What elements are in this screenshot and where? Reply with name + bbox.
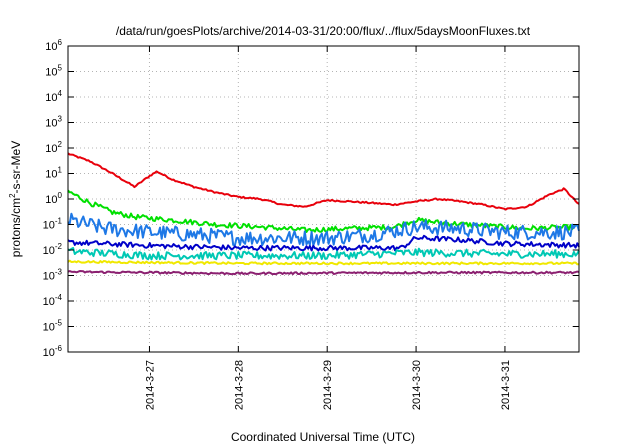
x-axis-label: Coordinated Universal Time (UTC)	[231, 430, 415, 444]
y-tick-label: 10-6	[43, 344, 63, 359]
series-line-4	[67, 234, 580, 252]
y-tick-label: 10-3	[43, 268, 63, 283]
series-line-1	[67, 152, 580, 211]
y-tick-label: 106	[45, 38, 62, 53]
series-line-6	[67, 259, 580, 266]
series-line-2	[67, 189, 580, 233]
x-tick-label: 2014-3-29	[322, 360, 334, 410]
x-tick-label: 2014-3-30	[411, 360, 423, 410]
y-axis-label-sup: 2	[8, 193, 17, 198]
series-line-3	[67, 212, 580, 247]
y-tick-label: 105	[45, 64, 62, 79]
y-tick-label: 100	[45, 191, 62, 206]
y-tick-label: 10-1	[43, 217, 63, 232]
x-tick-label: 2014-3-27	[144, 360, 156, 410]
y-tick-label: 104	[45, 89, 62, 104]
y-tick-label: 10-4	[43, 293, 63, 308]
y-axis-label: protons/cm2-s-sr-MeV	[8, 141, 23, 257]
x-tick-label: 2014-3-28	[233, 360, 245, 410]
y-axis-label-prefix: protons/cm	[9, 198, 23, 257]
x-tick-label: 2014-3-31	[500, 360, 512, 410]
grid	[68, 46, 579, 352]
y-axis-label-suffix: -s-sr-MeV	[9, 141, 23, 194]
x-axis-ticks: 2014-3-27 2014-3-28 2014-3-29 2014-3-30 2014…	[144, 46, 512, 410]
y-tick-label: 10-5	[43, 319, 63, 334]
y-tick-label: 102	[45, 140, 62, 155]
series-layer	[67, 152, 580, 276]
y-axis-ticks: 10-6 10-5 10-4 10-3 10-2 10-1 100 101 102 103 104 1…	[43, 38, 579, 359]
chart-title: /data/run/goesPlots/archive/2014-03-31/2…	[116, 24, 531, 38]
y-tick-label: 101	[45, 166, 62, 181]
y-tick-label: 10-2	[43, 242, 63, 257]
series-line-7	[67, 270, 580, 276]
y-tick-label: 103	[45, 115, 62, 130]
series-line-5	[67, 247, 580, 261]
